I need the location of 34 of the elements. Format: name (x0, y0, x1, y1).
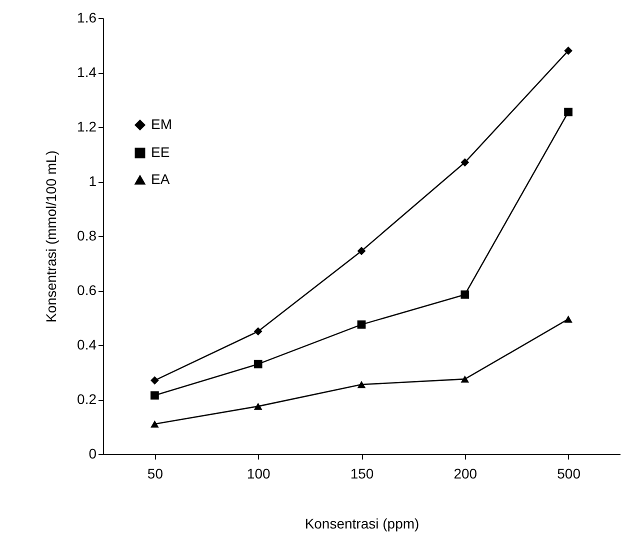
legend-label: EA (151, 171, 170, 187)
x-tick-label: 500 (557, 466, 581, 482)
point (150, 420, 159, 428)
point (357, 380, 366, 388)
point (357, 320, 366, 329)
point (460, 158, 470, 167)
y-tick-label: 1.2 (77, 118, 97, 134)
point (150, 391, 159, 400)
x-tick-label: 150 (350, 466, 374, 482)
x-tick-label: 50 (147, 466, 164, 482)
point (460, 375, 470, 383)
y-tick-label: 0.8 (77, 228, 97, 244)
point (564, 46, 572, 55)
y-tick-label: 0.2 (77, 391, 97, 407)
point (357, 246, 366, 256)
legend-label: EM (151, 116, 172, 132)
x-tick-label: 200 (454, 466, 478, 482)
point (150, 376, 159, 385)
legend-label: EE (151, 144, 170, 160)
point (254, 402, 262, 410)
y-tick-label: 0.4 (77, 336, 97, 352)
point (460, 290, 470, 299)
point (564, 108, 572, 116)
x-axis-title: Konsentrasi (ppm) (304, 516, 420, 532)
y-tick-label: 0.6 (77, 282, 97, 298)
point (254, 360, 262, 368)
y-axis-title: Konsentrasi (mmol/100 mL) (43, 150, 60, 322)
y-tick-label: 1 (88, 173, 97, 189)
y-tick-label: 1.6 (77, 10, 97, 26)
x-tick-label: 100 (246, 466, 270, 482)
point (254, 327, 262, 336)
point (564, 315, 572, 323)
y-tick-label: 1.4 (77, 64, 97, 80)
y-tick-label: 0 (88, 446, 97, 462)
